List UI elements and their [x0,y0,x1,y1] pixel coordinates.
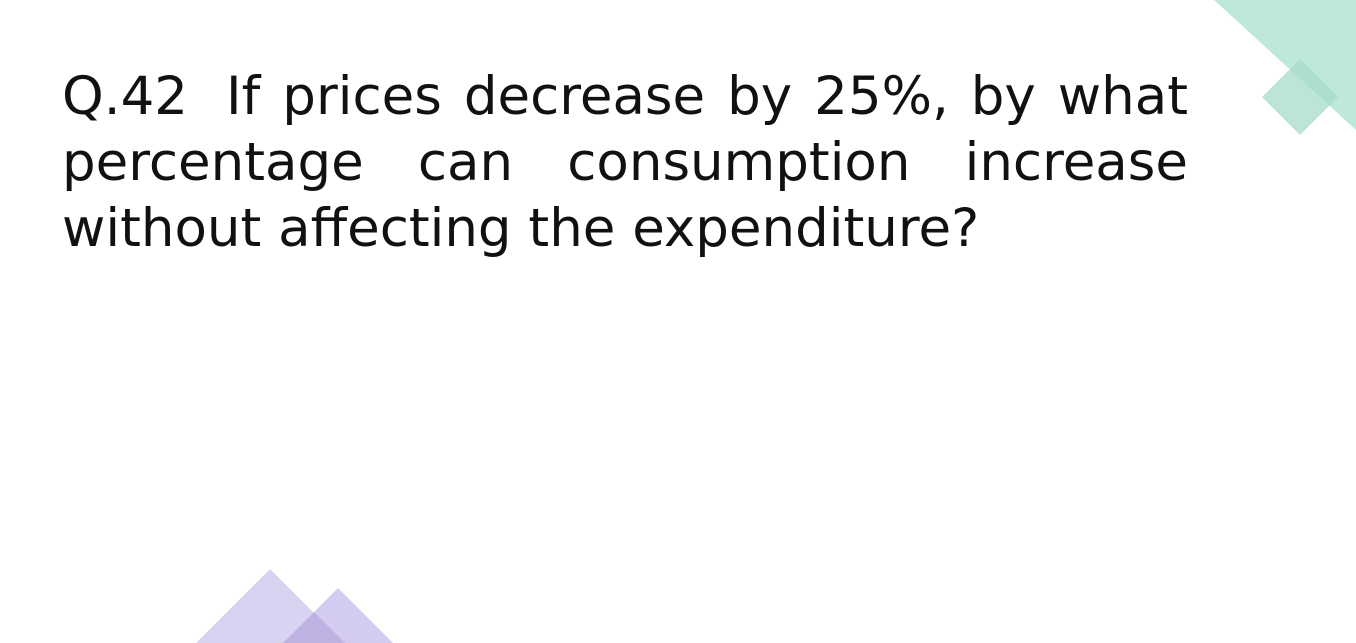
question-number: Q.42 [62,66,189,127]
question-text: If prices decrease by 25%, by what perce… [62,66,1188,259]
purple-overlap-shape [283,612,345,643]
teal-diamond-shape [1262,59,1338,135]
question-text-block: Q.42 If prices decrease by 25%, by what p… [62,64,1188,262]
